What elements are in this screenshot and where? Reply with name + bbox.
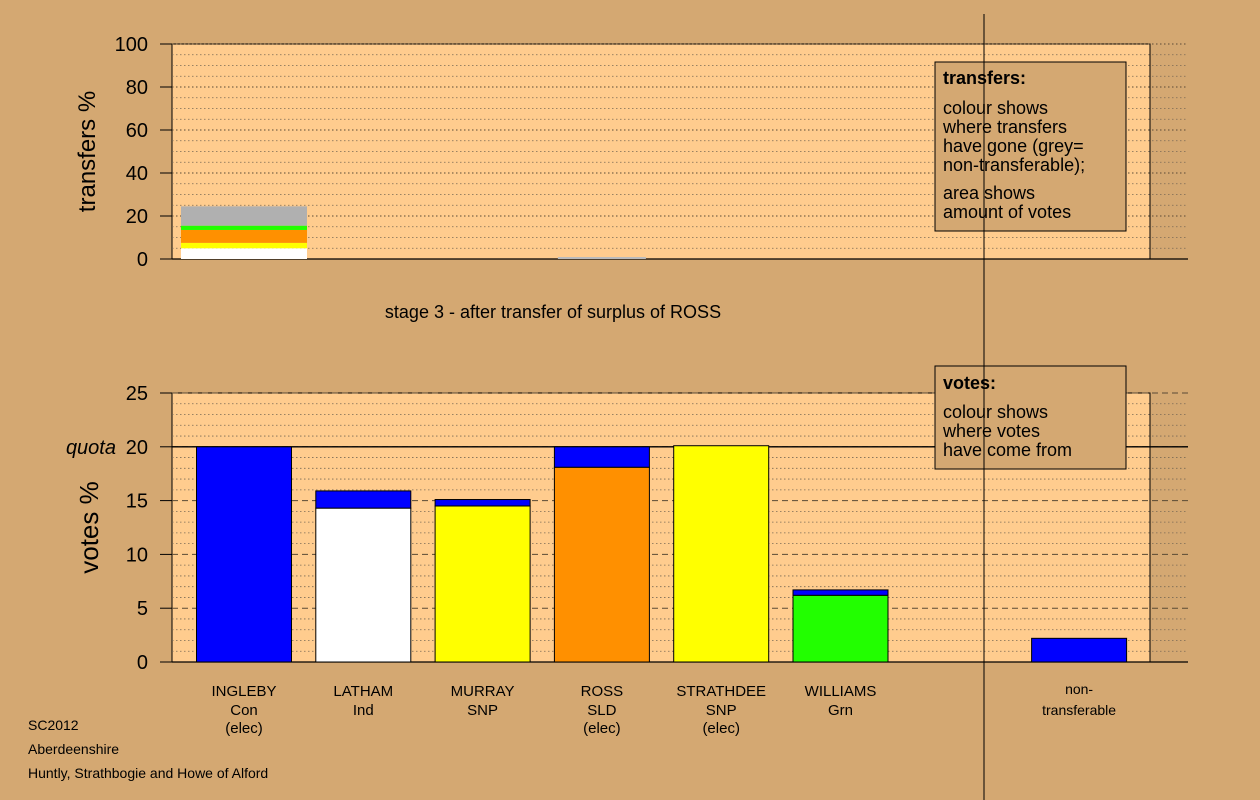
- candidate-party-label: SNP: [467, 702, 498, 719]
- votes-y-tick-label: 25: [126, 383, 148, 405]
- transfers-y-axis-title: transfers %: [74, 91, 101, 212]
- votes-legend-box: [934, 365, 1127, 470]
- transfers-legend-line: where transfers: [942, 117, 1067, 137]
- votes-legend-line: have come from: [943, 440, 1072, 460]
- footer-ward: Huntly, Strathbogie and Howe of Alford: [28, 765, 269, 781]
- candidate-party-label: Grn: [828, 702, 853, 719]
- votes-y-tick-label: 0: [137, 652, 148, 674]
- vote-bar-latham-Con: [315, 490, 412, 509]
- transfer-segment-SNP: [181, 242, 307, 249]
- transfers-y-tick-label: 60: [126, 120, 148, 142]
- candidate-status-label: (elec): [225, 720, 263, 737]
- candidate-name-label: WILLIAMS: [805, 683, 877, 700]
- candidate-name-label: MURRAY: [451, 683, 515, 700]
- votes-y-axis-title: votes %: [74, 481, 104, 574]
- non-transferable-label: non-: [1065, 681, 1093, 697]
- transfer-segment-Grn: [181, 225, 307, 230]
- non-transferable-label: transferable: [1042, 702, 1116, 718]
- vote-bar-williams-Con: [792, 589, 889, 596]
- votes-y-tick-label: 5: [137, 598, 148, 620]
- vote-bar-murray-SNP: [434, 505, 531, 663]
- candidate-party-label: SLD: [587, 702, 616, 719]
- transfers-legend-line: non-transferable);: [943, 155, 1085, 175]
- votes-legend-line: colour shows: [943, 402, 1048, 422]
- transfers-y-tick-label: 80: [126, 77, 148, 99]
- vote-bar-ross-Con: [553, 446, 650, 468]
- vote-bar-ingleby-Con: [196, 446, 292, 663]
- vote-bar-latham-Ind: [315, 507, 412, 663]
- footer-council: Aberdeenshire: [28, 741, 120, 757]
- vote-bar-murray-Con: [434, 499, 531, 507]
- vote-bar-non-transferable: [1031, 637, 1128, 663]
- transfers-y-tick-label: 20: [126, 206, 148, 228]
- candidate-name-label: ROSS: [581, 683, 624, 700]
- quota-label: quota: [66, 437, 116, 459]
- transfer-segment-Ind: [181, 248, 307, 259]
- vote-bar-ross-SLD: [553, 466, 650, 663]
- transfers-y-tick-label: 100: [115, 34, 148, 56]
- transfers-y-tick-label: 0: [137, 249, 148, 271]
- transfers-legend-title: transfers:: [943, 68, 1026, 88]
- candidate-party-label: Con: [230, 702, 258, 719]
- candidate-party-label: Ind: [353, 702, 374, 719]
- candidate-name-label: STRATHDEE: [676, 683, 766, 700]
- votes-y-tick-label: 20: [126, 437, 148, 459]
- transfer-segment-non_transferable: [181, 206, 307, 226]
- votes-legend-line: where votes: [942, 421, 1040, 441]
- vote-bar-williams-Grn: [792, 594, 889, 663]
- stage-title: stage 3 - after transfer of surplus of R…: [385, 302, 721, 322]
- candidate-party-label: SNP: [706, 702, 737, 719]
- candidate-status-label: (elec): [583, 720, 621, 737]
- votes-y-tick-label: 15: [126, 491, 148, 513]
- candidate-status-label: (elec): [702, 720, 740, 737]
- transfers-legend-line: have gone (grey=: [943, 136, 1084, 156]
- transfers-legend-box: [934, 61, 1127, 232]
- transfer-segment-SLD: [181, 229, 307, 243]
- transfers-legend-line: area shows: [943, 183, 1035, 203]
- transfers-y-tick-label: 40: [126, 163, 148, 185]
- transfers-legend-line: amount of votes: [943, 202, 1071, 222]
- candidate-name-label: INGLEBY: [211, 683, 276, 700]
- transfers-legend-line: colour shows: [943, 98, 1048, 118]
- votes-y-tick-label: 10: [126, 544, 148, 566]
- candidate-name-label: LATHAM: [333, 683, 393, 700]
- votes-legend-title: votes:: [943, 373, 996, 393]
- footer-election: SC2012: [28, 717, 79, 733]
- vote-bar-strathdee-SNP: [673, 445, 770, 663]
